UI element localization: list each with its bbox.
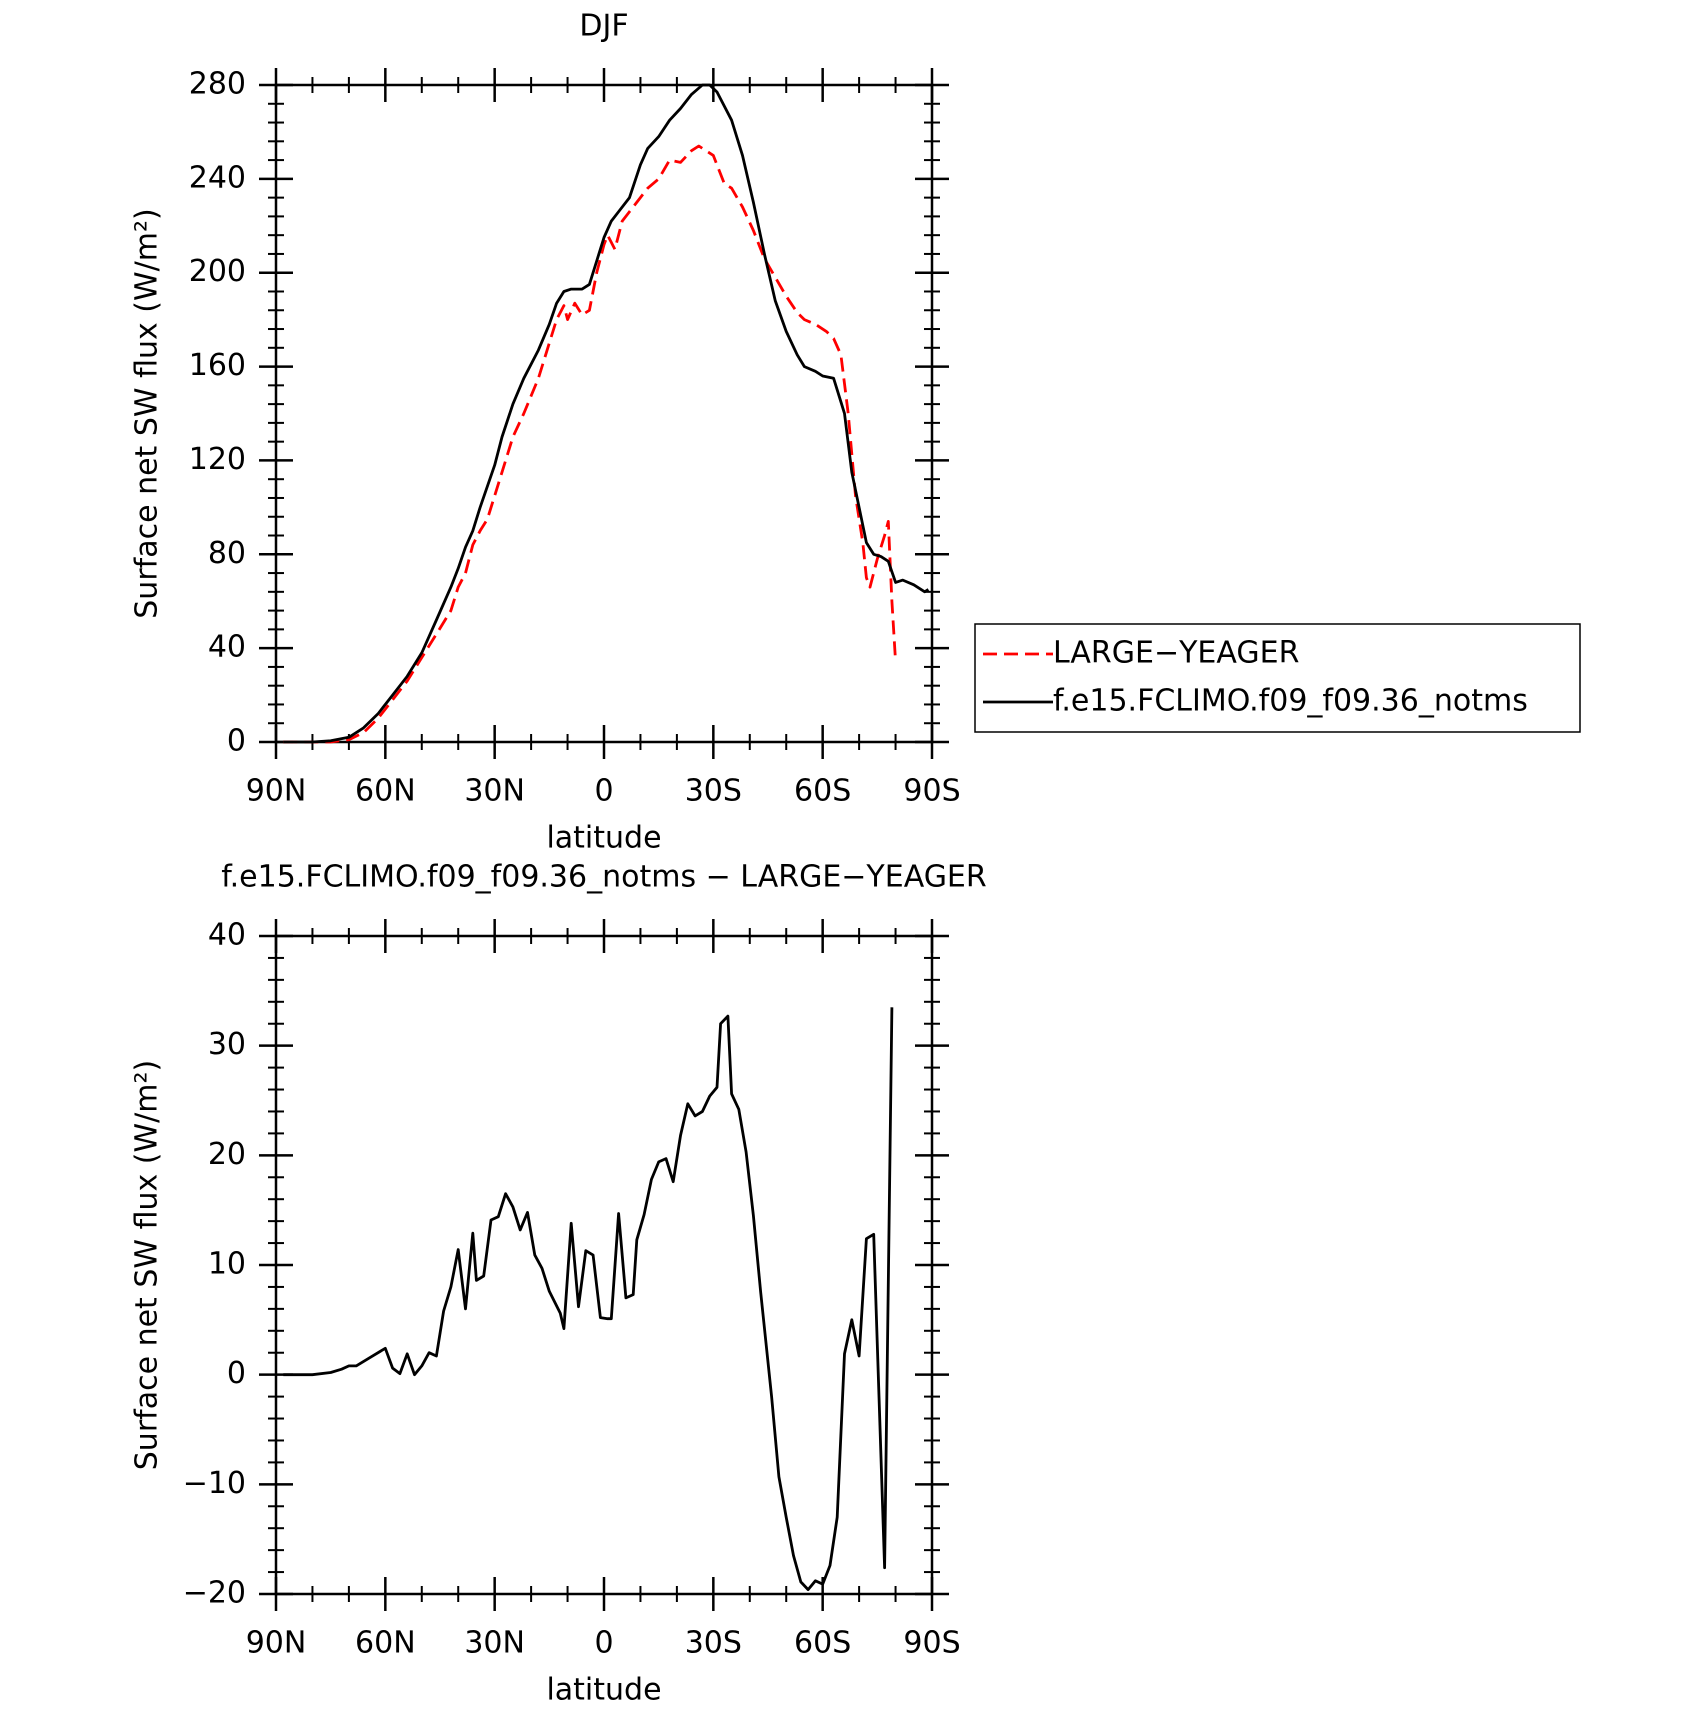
x-tick-label: 30N	[464, 1626, 525, 1661]
data-line	[283, 83, 930, 744]
x-axis-title: latitude	[546, 1673, 661, 1708]
x-tick-label: 90N	[246, 774, 307, 809]
x-tick-label: 30S	[685, 774, 742, 809]
chart-title: DJF	[579, 9, 628, 44]
x-tick-label: 0	[594, 774, 613, 809]
y-tick-label: 0	[227, 1356, 246, 1391]
y-tick-label: 10	[208, 1247, 246, 1282]
y-tick-label: 30	[208, 1027, 246, 1062]
y-tick-label: −20	[183, 1576, 246, 1611]
x-tick-label: 0	[594, 1626, 613, 1661]
x-tick-label: 60S	[794, 1626, 851, 1661]
x-tick-label: 60N	[355, 774, 416, 809]
legend-box	[974, 623, 1581, 733]
legend-label: LARGE−YEAGER	[1053, 636, 1299, 671]
x-tick-label: 90S	[903, 774, 960, 809]
legend: LARGE−YEAGER f.e15.FCLIMO.f09_f09.36_notm…	[974, 623, 1581, 733]
x-tick-label: 60N	[355, 1626, 416, 1661]
y-tick-label: −10	[183, 1466, 246, 1501]
y-tick-label: 120	[189, 442, 246, 477]
y-axis-title: Surface net SW flux (W/m²)	[130, 208, 165, 618]
y-tick-label: 40	[208, 918, 246, 953]
x-tick-label: 90S	[903, 1626, 960, 1661]
y-tick-label: 240	[189, 160, 246, 195]
x-tick-label: 30N	[464, 774, 525, 809]
y-tick-label: 80	[208, 536, 246, 571]
y-tick-label: 20	[208, 1137, 246, 1172]
chart: f.e15.FCLIMO.f09_f09.36_notms − LARGE−YE…	[130, 860, 987, 1708]
data-line	[283, 1007, 894, 1591]
y-tick-label: 0	[227, 724, 246, 759]
y-tick-label: 160	[189, 348, 246, 383]
chart: DJF latitude Surface net SW flux (W/m²) 0 40…	[130, 9, 1581, 856]
x-tick-label: 90N	[246, 1626, 307, 1661]
y-tick-label: 200	[189, 254, 246, 289]
legend-label: f.e15.FCLIMO.f09_f09.36_notms	[1053, 684, 1528, 719]
y-tick-label: 280	[189, 67, 246, 102]
x-tick-label: 30S	[685, 1626, 742, 1661]
plot-frame	[274, 83, 934, 744]
x-tick-label: 60S	[794, 774, 851, 809]
data-line	[283, 144, 897, 744]
y-axis-title: Surface net SW flux (W/m²)	[130, 1060, 165, 1470]
plot-frame	[274, 934, 934, 1596]
x-axis-title: latitude	[546, 821, 661, 856]
chart-title: f.e15.FCLIMO.f09_f09.36_notms − LARGE−YE…	[221, 860, 986, 895]
y-tick-label: 40	[208, 630, 246, 665]
